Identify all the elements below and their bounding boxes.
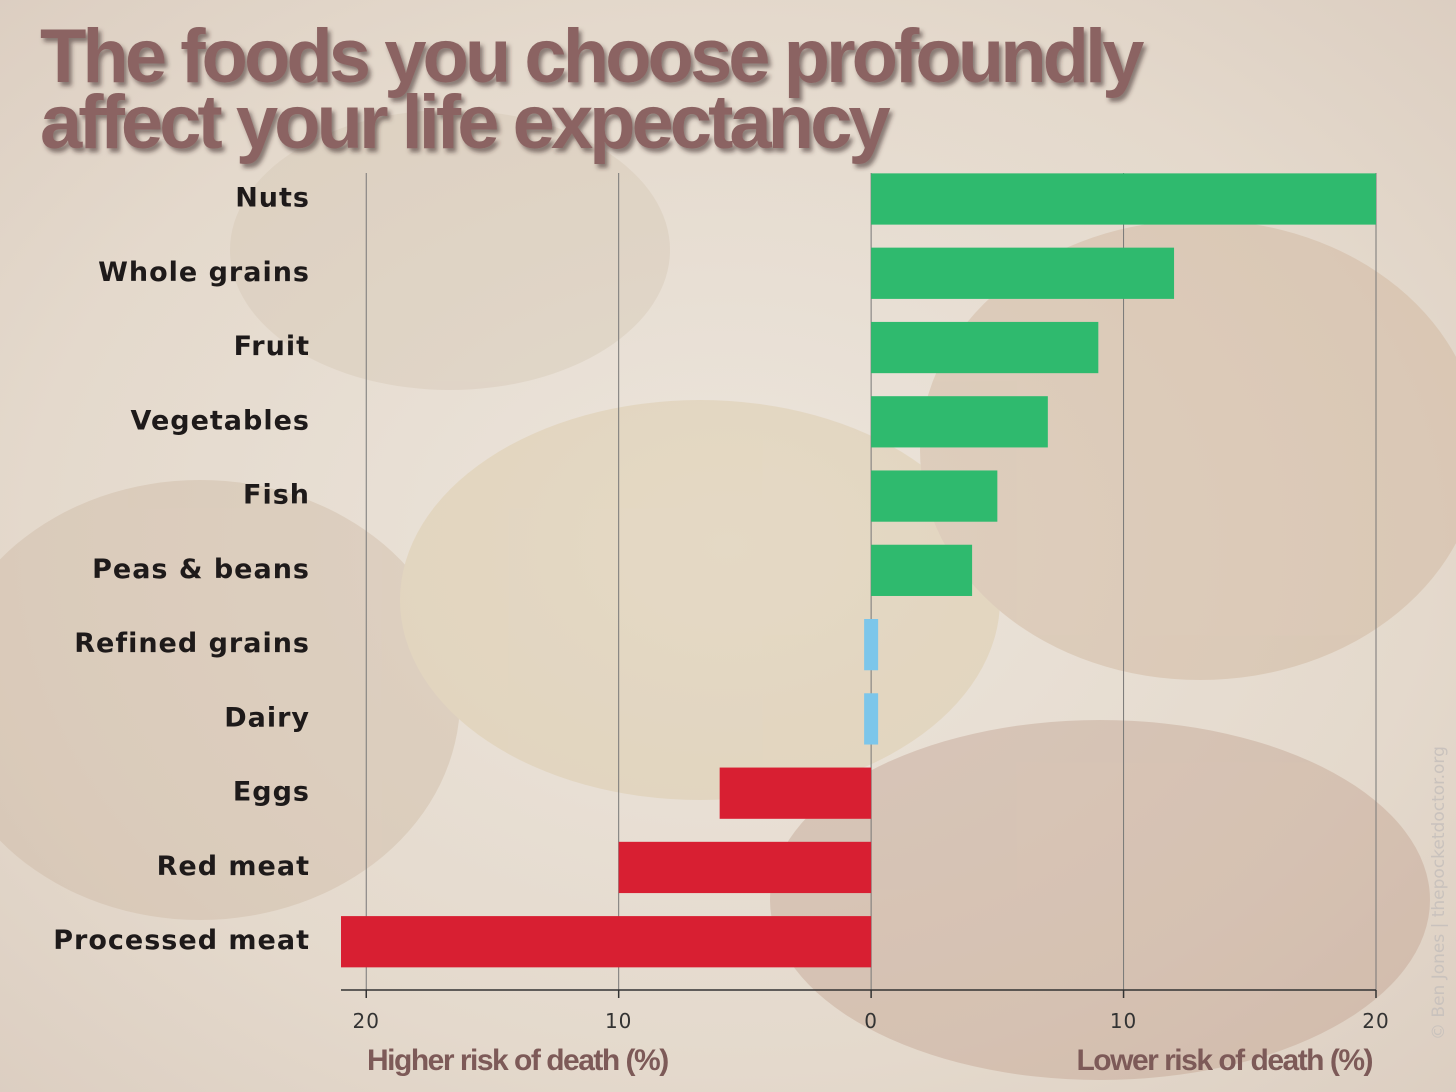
bar: [341, 916, 872, 968]
y-tick-label: Vegetables: [131, 405, 310, 436]
bar: [871, 396, 1048, 448]
y-tick-label: Dairy: [224, 702, 310, 733]
x-tick-label: 10: [605, 1009, 632, 1033]
bar: [864, 619, 879, 671]
bar: [871, 173, 1376, 225]
y-tick-label: Red meat: [157, 851, 310, 882]
x-tick-label: 0: [864, 1009, 878, 1033]
bar: [719, 767, 872, 819]
y-tick-label: Processed meat: [53, 925, 310, 956]
y-tick-label: Fish: [243, 480, 310, 511]
x-tick-label: 20: [1362, 1009, 1389, 1033]
bar: [871, 321, 1099, 374]
x-axis-label-left: Higher risk of death (%): [367, 1044, 668, 1077]
x-tick-label: 20: [353, 1009, 380, 1033]
y-tick-label: Fruit: [234, 331, 310, 362]
bar: [618, 841, 872, 894]
y-tick-label: Nuts: [235, 182, 310, 213]
y-tick-label: Refined grains: [74, 628, 310, 659]
y-tick-label: Whole grains: [98, 257, 310, 288]
chart-title: The foods you choose profoundly affect yo…: [40, 14, 1144, 165]
y-tick-label: Peas & beans: [92, 554, 310, 585]
bar: [871, 544, 973, 596]
bar: [871, 470, 998, 522]
x-axis-label-right: Lower risk of death (%): [1076, 1044, 1372, 1077]
bar: [871, 247, 1175, 299]
credit: © Ben Jones | thepocketdoctor.org: [1429, 746, 1449, 1040]
y-tick-label: Eggs: [233, 777, 310, 808]
x-tick-label: 10: [1110, 1009, 1137, 1033]
bar: [864, 693, 879, 745]
